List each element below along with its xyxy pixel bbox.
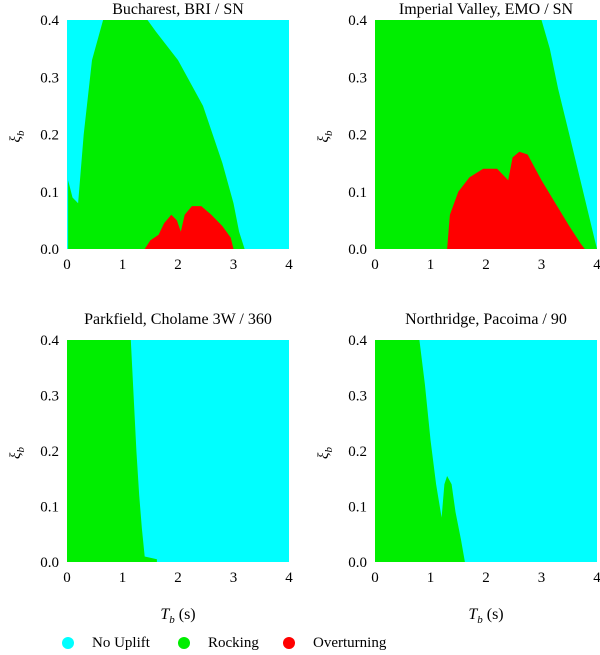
x-axis-label: Tb (s)	[468, 606, 503, 626]
y-tick-label: 0.1	[40, 185, 59, 201]
y-tick-label: 0.0	[40, 242, 59, 258]
y-tick-label: 0.2	[348, 128, 367, 144]
overturning-region	[447, 151, 585, 249]
overturning-region	[144, 206, 234, 249]
rocking-region	[67, 340, 157, 562]
x-tick-label: 3	[230, 570, 238, 586]
y-tick-label: 0.4	[348, 13, 367, 29]
y-tick-label: 0.4	[40, 13, 59, 29]
panel-parkfield: Parkfield, Cholame 3W / 360 0 1 2 3 4 0.0 0.1 0.…	[8, 311, 293, 626]
legend-label-rocking: Rocking	[208, 634, 259, 651]
panel-title: Bucharest, BRI / SN	[112, 1, 244, 18]
panel-title: Northridge, Pacoima / 90	[405, 311, 567, 328]
x-tick-label: 1	[119, 257, 127, 273]
y-tick-label: 0.3	[40, 389, 59, 405]
panel-northridge: Northridge, Pacoima / 90 0 1 2 3 4 0.0 0.1 0.2 0.…	[316, 311, 600, 626]
panel-title: Imperial Valley, EMO / SN	[399, 1, 574, 18]
rocking-region	[375, 340, 465, 562]
legend-swatch-overturning	[283, 637, 295, 649]
legend-item-overturning: Overturning	[283, 632, 386, 654]
x-tick-label: 1	[427, 257, 435, 273]
y-axis-label: ξb	[8, 130, 27, 142]
panel-bucharest: Bucharest, BRI / SN 0 1 2 3 4 0.0 0.1 0.2 0.3 0.4 ξ…	[8, 1, 293, 273]
x-tick-label: 4	[593, 570, 600, 586]
x-tick-label: 4	[285, 257, 293, 273]
y-tick-label: 0.1	[348, 500, 367, 516]
panel-imperial-valley: Imperial Valley, EMO / SN 0 1 2 3 4 0.0 0.1 0.2 0…	[316, 1, 600, 273]
y-tick-label: 0.4	[40, 333, 59, 349]
panel-title: Parkfield, Cholame 3W / 360	[84, 311, 272, 328]
y-tick-label: 0.3	[348, 389, 367, 405]
x-tick-label: 3	[538, 257, 546, 273]
y-axis-label: ξb	[8, 447, 27, 459]
y-tick-label: 0.1	[348, 185, 367, 201]
x-tick-label: 1	[427, 570, 435, 586]
rocking-region	[68, 20, 245, 249]
legend-item-no-uplift: No Uplift	[62, 632, 150, 654]
x-tick-label: 0	[63, 570, 71, 586]
x-tick-label: 3	[538, 570, 546, 586]
x-tick-label: 2	[482, 570, 490, 586]
legend-swatch-rocking	[178, 637, 190, 649]
legend-label-no-uplift: No Uplift	[92, 634, 150, 651]
y-tick-label: 0.3	[348, 70, 367, 86]
y-tick-label: 0.4	[348, 333, 367, 349]
legend-label-overturning: Overturning	[313, 634, 387, 651]
y-tick-label: 0.3	[40, 70, 59, 86]
x-tick-label: 3	[230, 257, 238, 273]
x-tick-label: 1	[119, 570, 127, 586]
y-axis-label: ξb	[316, 130, 335, 142]
figure: Bucharest, BRI / SN 0 1 2 3 4 0.0 0.1 0.2 0.3 0.4 ξ…	[8, 1, 600, 626]
y-tick-label: 0.2	[40, 444, 59, 460]
x-tick-label: 0	[371, 257, 379, 273]
y-tick-label: 0.0	[40, 555, 59, 571]
x-tick-label: 4	[593, 257, 600, 273]
x-tick-label: 2	[174, 257, 182, 273]
legend: No Uplift Rocking Overturning	[0, 632, 600, 654]
x-tick-label: 2	[174, 570, 182, 586]
y-tick-label: 0.2	[348, 444, 367, 460]
x-axis-label: Tb (s)	[160, 606, 195, 626]
y-axis-label: ξb	[316, 447, 335, 459]
x-tick-label: 0	[63, 257, 71, 273]
y-tick-label: 0.1	[40, 500, 59, 516]
legend-item-rocking: Rocking	[178, 632, 259, 654]
x-tick-label: 0	[371, 570, 379, 586]
y-tick-label: 0.0	[348, 555, 367, 571]
y-tick-label: 0.0	[348, 242, 367, 258]
y-tick-label: 0.2	[40, 128, 59, 144]
legend-swatch-no-uplift	[62, 637, 74, 649]
x-tick-label: 2	[482, 257, 490, 273]
x-tick-label: 4	[285, 570, 293, 586]
